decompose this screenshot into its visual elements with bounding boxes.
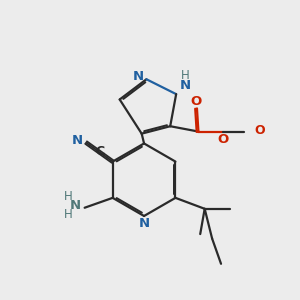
Text: O: O [190, 95, 202, 108]
Text: H: H [181, 69, 189, 82]
Text: N: N [179, 79, 191, 92]
Text: C: C [96, 145, 105, 158]
Text: N: N [133, 70, 144, 83]
Text: O: O [254, 124, 265, 137]
Text: O: O [218, 134, 229, 146]
Text: N: N [72, 134, 83, 147]
Text: H: H [64, 190, 72, 203]
Text: H: H [64, 208, 72, 221]
Text: N: N [70, 199, 81, 212]
Text: N: N [139, 217, 150, 230]
